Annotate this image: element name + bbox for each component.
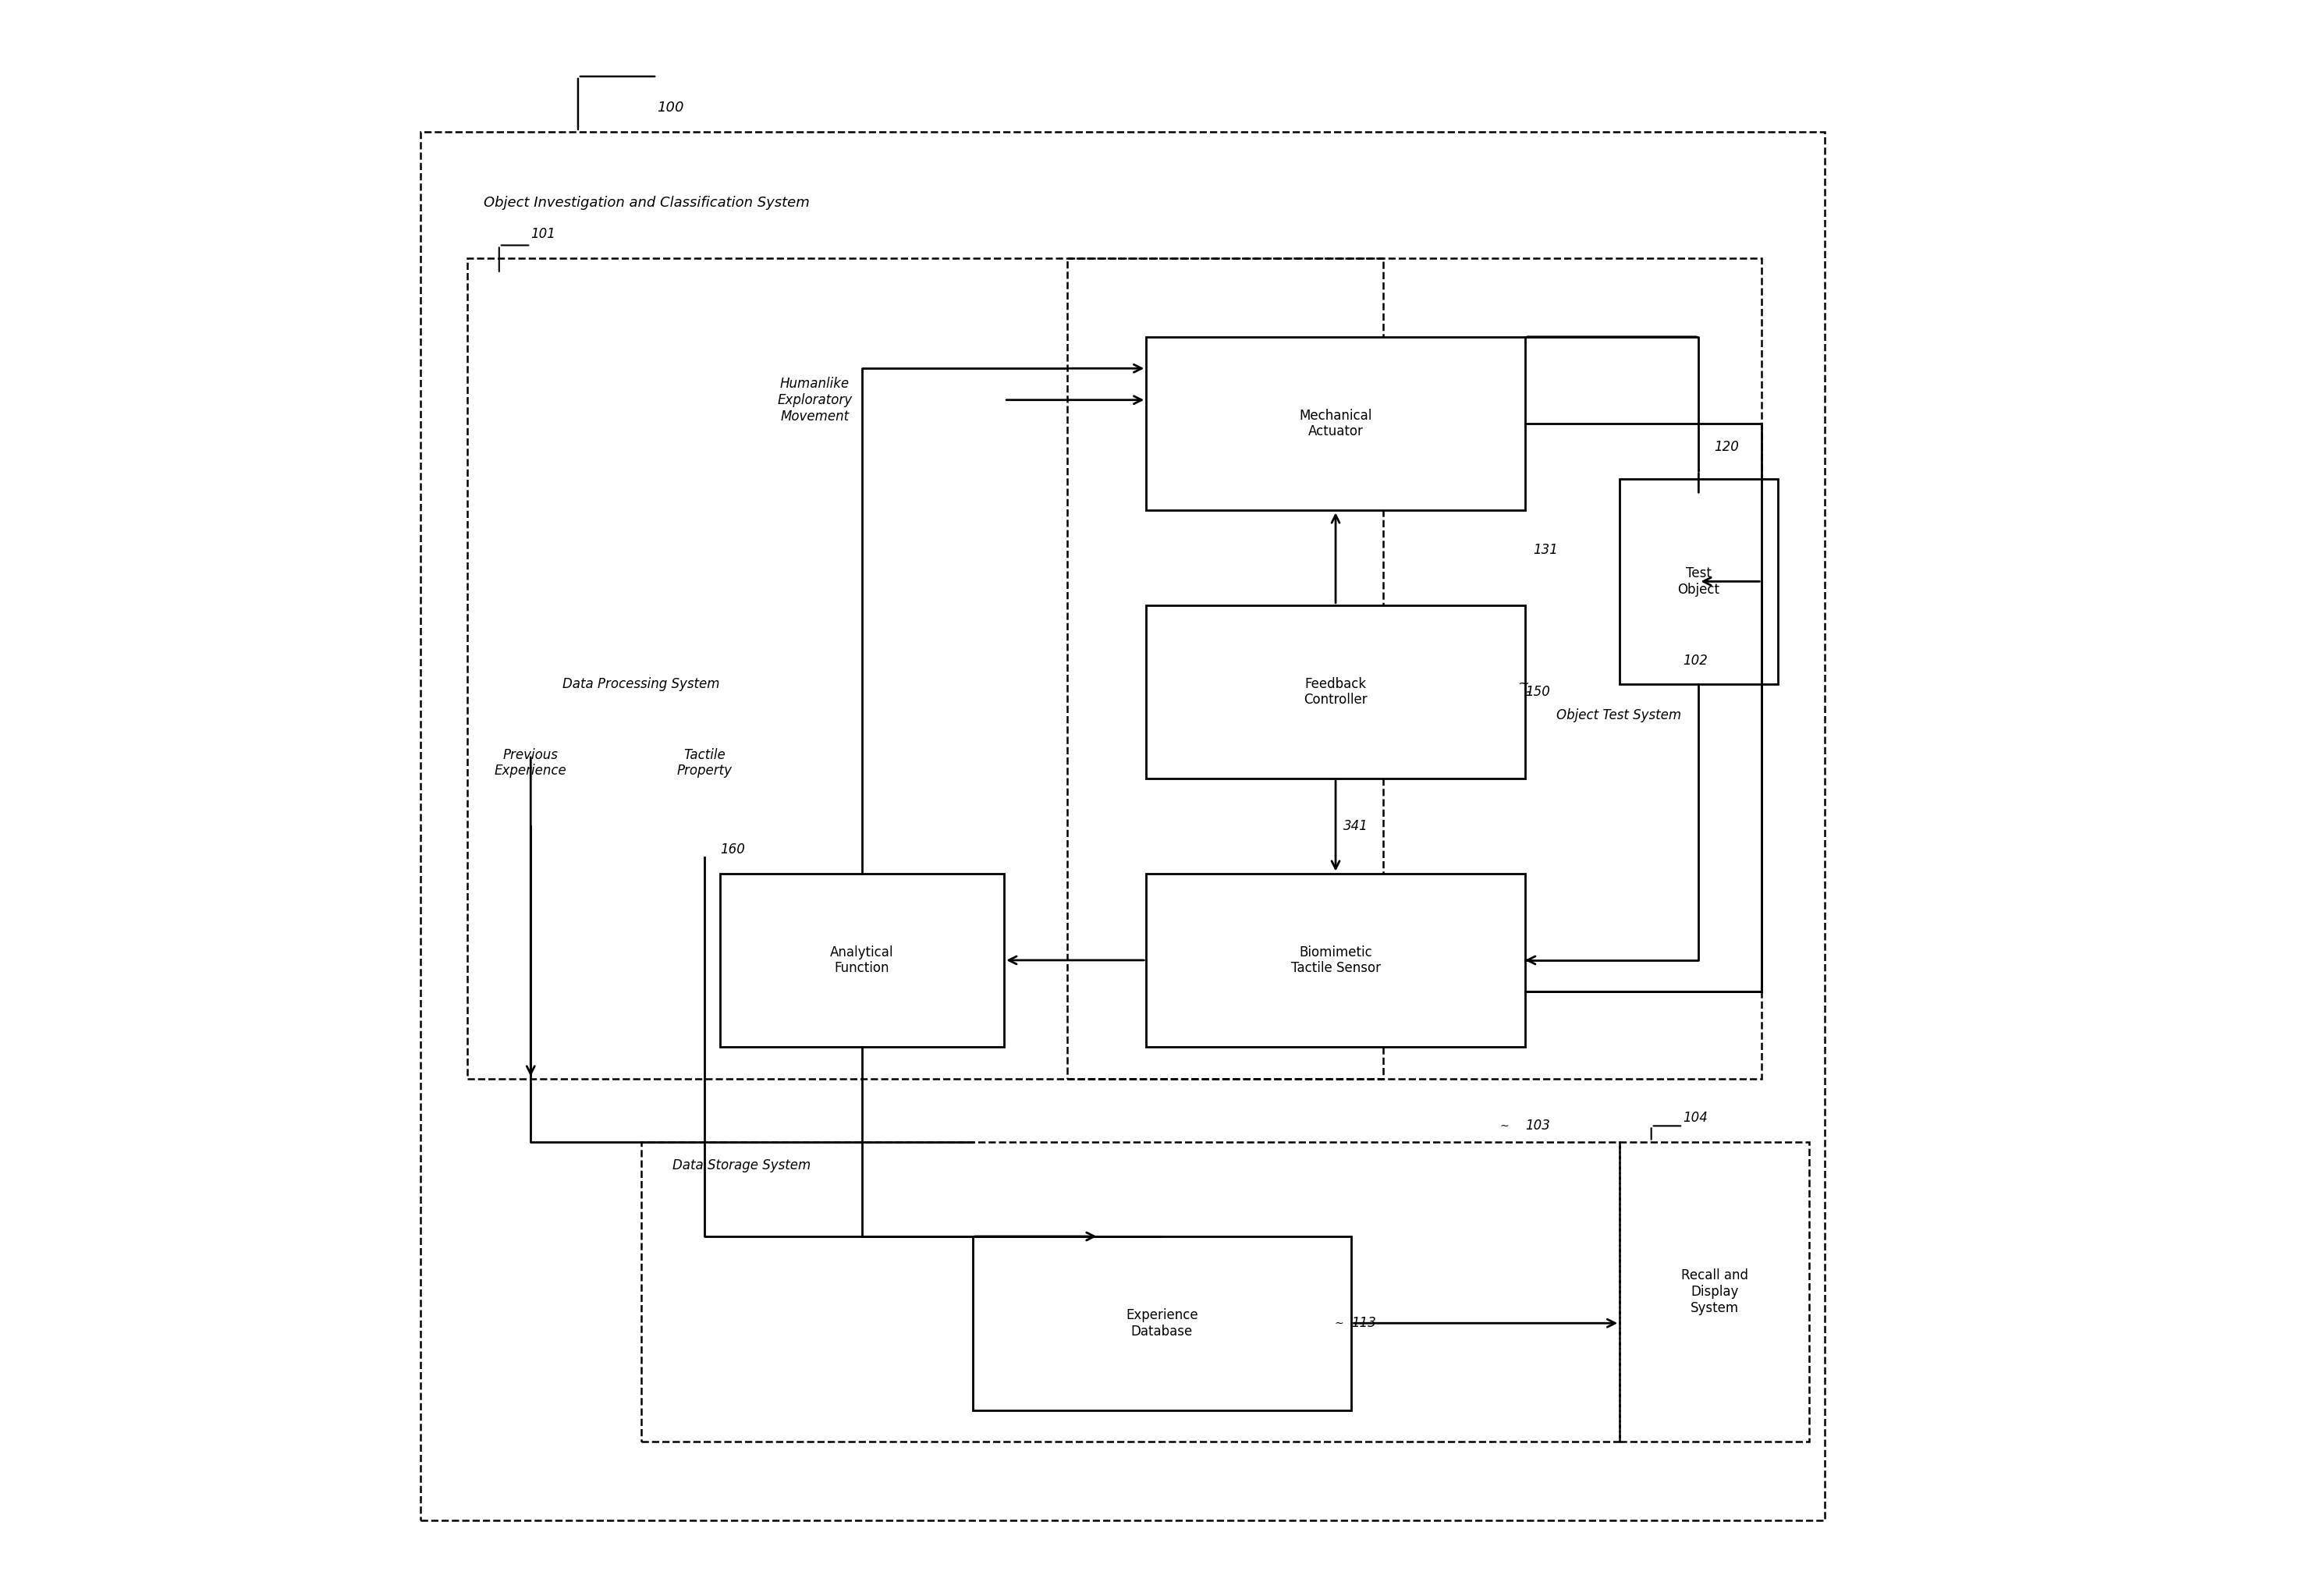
Text: Analytical
Function: Analytical Function xyxy=(830,945,895,976)
Text: 103: 103 xyxy=(1525,1119,1550,1133)
Text: Test
Object: Test Object xyxy=(1678,566,1720,596)
FancyBboxPatch shape xyxy=(974,1236,1350,1409)
Text: 104: 104 xyxy=(1683,1111,1708,1125)
Text: ~: ~ xyxy=(1501,1120,1508,1131)
Text: Feedback
Controller: Feedback Controller xyxy=(1304,677,1367,707)
Text: Data Storage System: Data Storage System xyxy=(672,1158,811,1173)
Text: 101: 101 xyxy=(530,227,555,242)
Text: ~: ~ xyxy=(1518,677,1529,691)
Text: 102: 102 xyxy=(1683,653,1708,667)
Text: 131: 131 xyxy=(1534,543,1557,556)
Text: Experience
Database: Experience Database xyxy=(1125,1308,1199,1338)
Text: 100: 100 xyxy=(658,102,683,114)
Text: Mechanical
Actuator: Mechanical Actuator xyxy=(1299,408,1371,439)
Text: 113: 113 xyxy=(1350,1316,1376,1330)
FancyBboxPatch shape xyxy=(1146,605,1525,779)
Text: 150: 150 xyxy=(1525,685,1550,699)
Text: 120: 120 xyxy=(1715,440,1738,454)
FancyBboxPatch shape xyxy=(1620,478,1778,683)
Text: Previous
Experience: Previous Experience xyxy=(495,748,567,779)
Text: 160: 160 xyxy=(720,842,746,856)
FancyBboxPatch shape xyxy=(720,874,1004,1047)
FancyBboxPatch shape xyxy=(1146,874,1525,1047)
Text: Humanlike
Exploratory
Movement: Humanlike Exploratory Movement xyxy=(776,377,853,423)
Text: Biomimetic
Tactile Sensor: Biomimetic Tactile Sensor xyxy=(1290,945,1380,976)
Text: Object Investigation and Classification System: Object Investigation and Classification … xyxy=(483,195,809,210)
Text: Recall and
Display
System: Recall and Display System xyxy=(1680,1268,1748,1314)
FancyBboxPatch shape xyxy=(1146,337,1525,510)
Text: ~: ~ xyxy=(1334,1317,1343,1328)
Text: 341: 341 xyxy=(1343,818,1369,833)
Text: Data Processing System: Data Processing System xyxy=(562,677,720,691)
Text: Tactile
Property: Tactile Property xyxy=(676,748,732,779)
Text: Object Test System: Object Test System xyxy=(1557,709,1683,723)
